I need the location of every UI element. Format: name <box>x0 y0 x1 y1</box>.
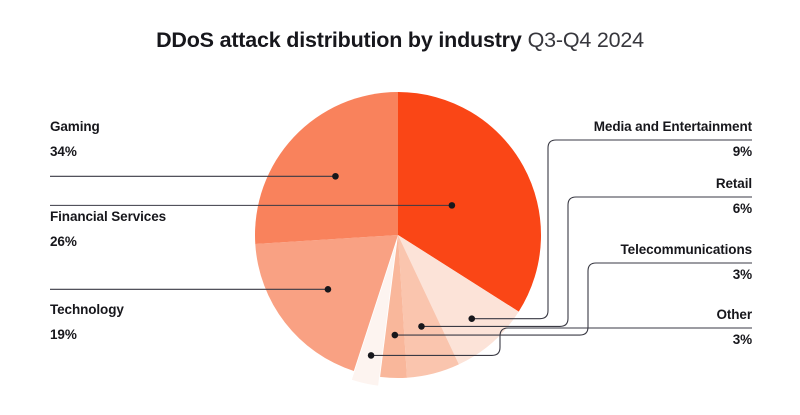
pie-slice-financial-services[interactable] <box>255 91 398 244</box>
callout-telecommunications: Telecommunications 3% <box>502 241 753 283</box>
callout-financial-services-name: Financial Services <box>50 209 167 224</box>
callout-gaming-name: Gaming <box>50 119 100 134</box>
leader-line-retail <box>421 196 752 327</box>
callout-other-value: 3% <box>732 332 752 347</box>
callout-financial-services-value: 26% <box>50 234 77 249</box>
leader-line-telecommunications <box>394 262 752 336</box>
leader-line-media-and-entertainment <box>471 139 752 320</box>
callout-financial-services: Financial Services 26% <box>50 208 270 250</box>
callout-gaming: Gaming 34% <box>50 118 250 160</box>
callout-technology-value: 19% <box>50 327 77 342</box>
page-title: DDoS attack distribution by industry Q3-Q… <box>0 28 800 53</box>
callout-telecommunications-name: Telecommunications <box>620 242 753 257</box>
pie-slice-gaming[interactable] <box>398 92 541 312</box>
pie-slice-retail[interactable] <box>398 235 459 378</box>
callout-other-rule <box>552 327 752 328</box>
callout-telecommunications-value: 3% <box>732 267 752 282</box>
pie-slice-media-and-entertainment[interactable] <box>398 235 519 365</box>
callout-technology-rule <box>50 322 250 323</box>
callout-other: Other 3% <box>552 306 752 348</box>
callout-financial-services-rule <box>50 229 270 230</box>
leader-dot-gaming <box>448 202 456 209</box>
callout-retail: Retail 6% <box>552 175 752 217</box>
leader-lines <box>50 139 752 356</box>
leader-dot-retail <box>418 323 425 330</box>
leader-dots <box>324 172 476 359</box>
callout-gaming-rule <box>50 139 250 140</box>
callout-other-name: Other <box>716 307 752 322</box>
callout-technology-name: Technology <box>50 302 124 317</box>
leader-dot-telecommunications <box>391 331 399 339</box>
leader-line-other <box>371 327 752 356</box>
callout-retail-name: Retail <box>715 176 752 191</box>
callout-media-and-entertainment-name: Media and Entertainment <box>593 119 752 134</box>
pie-slice-technology[interactable] <box>255 235 398 372</box>
leader-dot-media-and-entertainment <box>468 315 476 322</box>
leader-dot-technology <box>324 286 332 293</box>
callout-media-and-entertainment-value: 9% <box>732 144 752 159</box>
title-period-text: Q3-Q4 2024 <box>527 28 645 52</box>
callout-media-and-entertainment-rule <box>492 139 752 140</box>
callout-retail-rule <box>552 196 752 197</box>
leader-dot-other <box>367 352 375 359</box>
pie-slice-telecommunications[interactable] <box>380 235 407 379</box>
leader-dot-financial-services <box>332 172 339 180</box>
callout-telecommunications-rule <box>502 262 752 263</box>
pie-slices <box>255 91 541 386</box>
callout-gaming-value: 34% <box>50 144 77 159</box>
title-main-text: DDoS attack distribution by industry <box>156 28 522 52</box>
callout-media-and-entertainment: Media and Entertainment 9% <box>492 118 752 160</box>
callout-technology: Technology 19% <box>50 301 250 343</box>
callout-retail-value: 6% <box>732 201 752 216</box>
pie-slice-other[interactable] <box>351 243 397 386</box>
